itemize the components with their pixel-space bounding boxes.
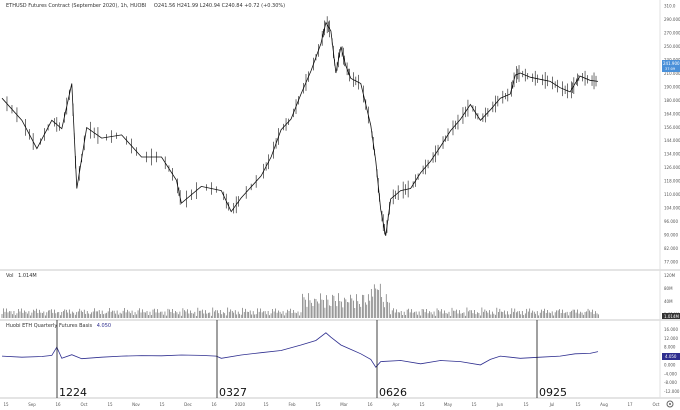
basis-tick-label: -8.000 [664,380,677,385]
time-tick-label: 15 [575,402,581,407]
price-tick-label: 104.000 [664,206,680,211]
price-badge-sub: 37:09 [665,67,675,71]
time-tick-label: 15 [263,402,269,407]
basis-badge-value: 4.050 [665,354,677,359]
time-tick-label: Nov [132,402,140,407]
time-tick-label: 16 [55,402,61,407]
time-tick-label: Apr [393,402,400,407]
expiry-label: 0925 [539,386,567,399]
time-tick-label: 15 [471,402,477,407]
time-tick-label: Feb [288,402,296,407]
basis-series [1,332,599,368]
gear-icon[interactable] [666,400,674,408]
symbol-title: ETHUSD Futures Contract (September 2020) [6,3,118,9]
basis-value: 4.050 [96,323,112,329]
time-tick-label: Jul [549,402,555,407]
chart-legend-basis[interactable]: Huobi ETH Quarterly Futures Basis 4.050 [6,323,111,329]
exchange-label: HUOBI [130,3,147,9]
basis-label: Huobi ETH Quarterly Futures Basis [6,323,93,329]
expiry-markers: 1224 0327 0626 0925 [56,320,567,399]
ohlc-values: O241.56 H241.99 L240.94 C240.84 +0.72 (+… [153,3,286,9]
time-tick-label: 15 [315,402,321,407]
basis-tick-label: -4.000 [664,371,677,376]
time-tick-label: Oct [81,402,88,407]
basis-tick-label: -12.000 [664,389,680,394]
basis-tick-label: 16.000 [664,327,678,332]
basis-tick-label: 8.000 [664,345,676,350]
price-tick-label: 134.000 [664,152,680,157]
price-tick-label: 96.000 [664,219,678,224]
volume-badge-bg [662,313,680,319]
price-tick-label: 77.000 [664,260,678,265]
time-tick-label: 17 [627,402,633,407]
volume-series [1,283,599,318]
price-tick-label: 82.000 [664,246,678,251]
price-line [1,21,599,236]
price-tick-label: 270.000 [664,30,680,35]
volume-tick-label: 120M [664,273,676,278]
volume-value: 1.014M [18,273,37,279]
price-tick-label: 310.0 [664,4,676,9]
time-tick-label: 15 [159,402,165,407]
volume-tick-label: 80M [664,286,673,291]
price-tick-label: 156.000 [664,125,680,130]
volume-label: Vol [6,273,14,279]
price-tick-label: 190.000 [664,84,680,89]
time-tick-label: 15 [3,402,9,407]
price-tick-label: 210.000 [664,71,680,76]
time-tick-label: Sep [28,402,36,407]
time-tick-label: 15 [523,402,529,407]
price-tick-label: 180.000 [664,98,680,103]
basis-line [1,332,599,368]
time-tick-label: 16 [367,402,373,407]
price-tick-label: 144.000 [664,138,680,143]
basis-tick-label: 12.000 [664,336,678,341]
time-axis[interactable]: 15 Sep 16 Oct 15 Nov 15 Dec 16 2020 15 Feb 15 Mar 16 Ap… [3,402,659,407]
price-tick-label: 90.000 [664,233,678,238]
price-series [1,16,599,236]
price-tick-label: 110.000 [664,192,680,197]
interval-label: 1h [120,3,127,9]
time-tick-label: Jun [496,402,504,407]
price-tick-label: 126.000 [664,165,680,170]
chart-legend-main[interactable]: ETHUSD Futures Contract (September 2020)… [6,3,286,9]
time-tick-label: Mar [340,402,348,407]
price-tick-label: 230.000 [664,57,680,62]
time-tick-label: 16 [211,402,217,407]
time-tick-label: Oct [653,402,660,407]
basis-tick-label: 0.000 [664,362,676,367]
price-tick-label: 290.000 [664,17,680,22]
time-tick-label: 15 [107,402,113,407]
time-tick-label: Dec [184,402,192,407]
price-tick-label: 164.000 [664,111,680,116]
price-tick-label: 250.000 [664,44,680,49]
price-tick-label: 118.000 [664,179,680,184]
basis-badge-bg [662,353,680,360]
volume-tick-label: 40M [664,299,673,304]
volume-badge-value: 1.014M [664,314,679,319]
price-badge-bg [662,60,680,72]
chart-legend-volume[interactable]: Vol 1.014M [6,273,37,279]
time-tick-label: Aug [600,402,608,407]
time-tick-label: 15 [419,402,425,407]
expiry-label: 0327 [219,386,247,399]
expiry-label: 1224 [59,386,87,399]
time-tick-label: May [444,402,453,407]
time-tick-label: 2020 [235,402,246,407]
expiry-label: 0626 [379,386,407,399]
price-badge-value: 241.900 [663,61,680,66]
